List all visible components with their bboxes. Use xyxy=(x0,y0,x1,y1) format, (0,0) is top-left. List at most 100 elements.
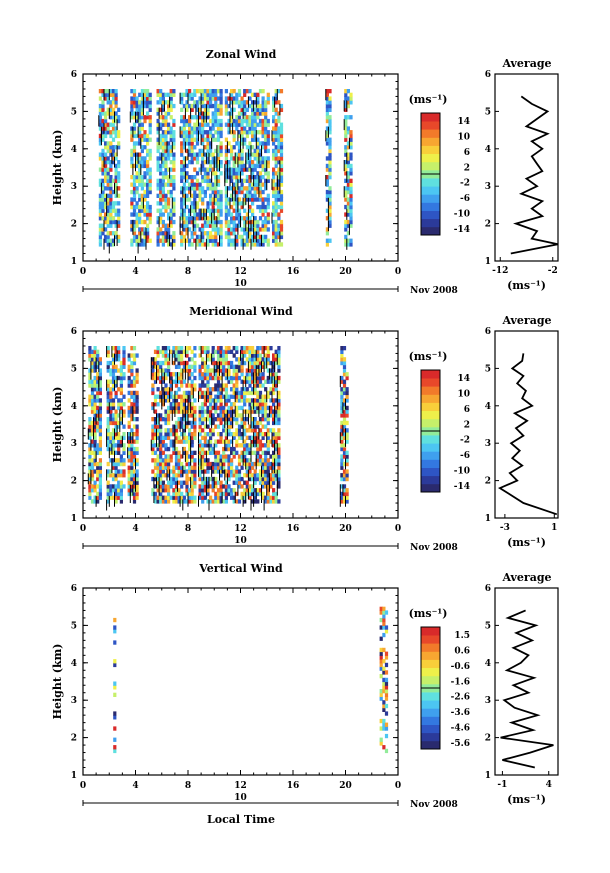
heatmap-cell xyxy=(130,465,134,470)
heatmap-cell xyxy=(325,238,329,243)
heatmap-cell xyxy=(243,126,247,131)
heatmap-cell xyxy=(167,223,171,228)
heatmap-cell xyxy=(216,413,221,418)
heatmap-cell xyxy=(167,92,171,97)
heatmap-cell xyxy=(266,360,270,366)
heatmap-cell xyxy=(345,461,349,467)
heatmap-cell xyxy=(206,141,210,146)
heatmap-cell xyxy=(182,208,186,213)
heatmap-cell xyxy=(230,111,234,116)
heatmap-cell xyxy=(232,390,236,396)
heatmap-cell xyxy=(253,242,257,247)
heatmap-cell xyxy=(130,413,134,418)
heatmap-cell xyxy=(135,480,139,485)
heatmap-cell xyxy=(151,469,155,474)
heatmap-cell xyxy=(266,476,270,482)
heatmap-cell xyxy=(206,223,210,228)
heatmap-cell xyxy=(156,100,160,105)
heatmap-cell xyxy=(130,473,134,478)
heatmap-cell xyxy=(219,357,223,362)
heatmap-cell xyxy=(88,379,92,384)
heatmap-cell xyxy=(98,126,102,131)
heatmap-cell xyxy=(211,219,215,225)
heatmap-cell xyxy=(159,375,163,381)
heatmap-cell xyxy=(235,491,239,497)
heatmap-cell xyxy=(245,491,249,497)
heatmap-cell xyxy=(342,469,347,474)
heatmap-cell xyxy=(349,238,353,243)
heatmap-cell xyxy=(106,197,110,202)
heatmap-cell xyxy=(261,409,265,414)
heatmap-cell xyxy=(203,424,207,429)
heatmap-cell xyxy=(132,458,137,463)
heatmap-cell xyxy=(227,372,231,377)
heatmap-cell xyxy=(188,182,192,187)
heatmap-cell xyxy=(151,364,155,369)
heatmap-cell xyxy=(269,499,273,504)
heatmap-cell xyxy=(161,212,165,217)
heatmap-cell xyxy=(206,450,210,455)
heatmap-cell xyxy=(195,103,200,109)
heatmap-cell xyxy=(240,111,244,116)
heatmap-cell xyxy=(256,178,260,183)
heatmap-cell xyxy=(98,461,102,467)
heatmap-cell xyxy=(272,115,276,120)
heatmap-cell xyxy=(209,216,213,221)
heatmap-cell xyxy=(253,375,257,381)
heatmap-cell xyxy=(245,488,249,493)
heatmap-cell xyxy=(127,458,131,463)
heatmap-cell xyxy=(140,163,144,169)
heatmap-cell xyxy=(245,193,249,198)
heatmap-cell xyxy=(117,141,121,146)
heatmap-cell xyxy=(384,662,389,668)
heatmap-cell xyxy=(240,390,244,396)
heatmap-cell xyxy=(269,360,273,366)
heatmap-cell xyxy=(214,171,218,176)
heatmap-cell xyxy=(198,458,202,463)
heatmap-cell xyxy=(188,160,192,165)
heatmap-cell xyxy=(111,96,116,101)
heatmap-cell xyxy=(174,357,179,362)
heatmap-cell xyxy=(248,443,252,448)
heatmap-cell xyxy=(174,375,179,381)
heatmap-cell xyxy=(261,201,265,206)
heatmap-cell xyxy=(98,133,102,139)
heatmap-cell xyxy=(251,368,255,373)
x-tick-label: 8 xyxy=(185,267,191,277)
heatmap-cell xyxy=(345,405,349,411)
heatmap-cell xyxy=(264,495,268,500)
heatmap-cell xyxy=(101,130,105,135)
heatmap-cell xyxy=(274,491,278,497)
heatmap-cell xyxy=(111,126,116,131)
heatmap-cell xyxy=(209,167,213,172)
heatmap-cell xyxy=(224,197,228,202)
heatmap-cell xyxy=(117,420,121,426)
heatmap-cell xyxy=(251,227,255,232)
heatmap-cell xyxy=(159,469,163,474)
heatmap-cell xyxy=(195,115,200,120)
heatmap-cell xyxy=(156,122,160,127)
heatmap-cell xyxy=(185,186,189,191)
heatmap-cell xyxy=(274,122,278,127)
heatmap-cell xyxy=(209,368,213,373)
heatmap-cell xyxy=(251,443,255,448)
heatmap-cell xyxy=(138,238,142,243)
heatmap-cell xyxy=(258,234,263,240)
heatmap-cell xyxy=(349,242,353,247)
heatmap-cell xyxy=(104,115,108,120)
heatmap-cell xyxy=(272,491,276,497)
heatmap-cell xyxy=(109,208,113,213)
heatmap-cell xyxy=(240,357,244,362)
heatmap-cell xyxy=(104,89,108,94)
heatmap-cell xyxy=(130,346,134,351)
heatmap-cell xyxy=(216,201,221,206)
heatmap-cell xyxy=(345,394,349,399)
heatmap-cell xyxy=(227,227,231,232)
heatmap-cell xyxy=(248,405,252,411)
heatmap-cell xyxy=(174,353,179,358)
heatmap-cell xyxy=(188,495,192,500)
heatmap-cell xyxy=(180,115,184,120)
heatmap-cell xyxy=(261,469,265,474)
heatmap-cell xyxy=(164,454,168,459)
heatmap-cell xyxy=(264,107,268,112)
